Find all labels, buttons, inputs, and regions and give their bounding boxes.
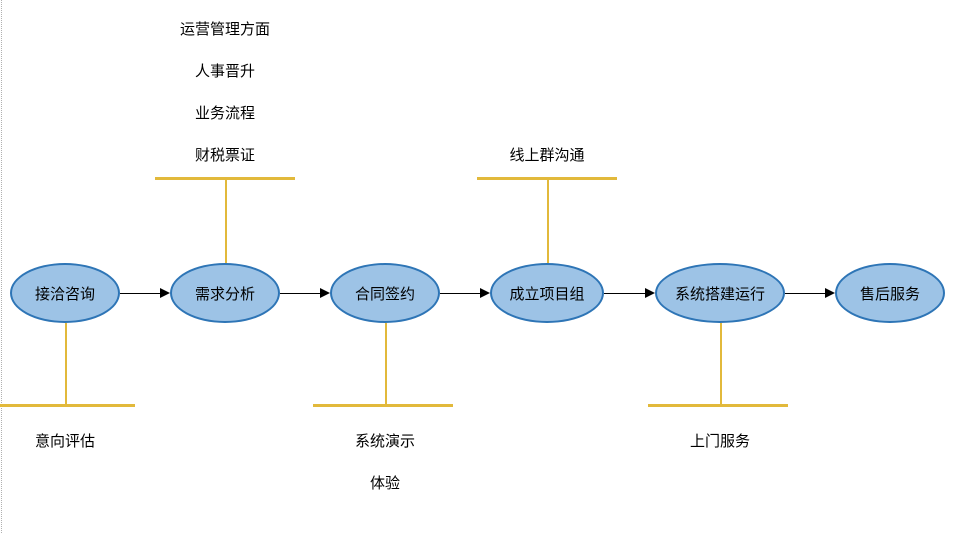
annotation-text: 上门服务 [620, 430, 820, 451]
annotation-connector [720, 323, 722, 404]
flow-node-label: 需求分析 [195, 283, 255, 304]
annotation-connector [385, 323, 387, 404]
flowchart-canvas: 接洽咨询 需求分析 合同签约 成立项目组 系统搭建运行 售后服务 运营管理方面人事晋升业务流… [0, 0, 968, 533]
annotation-connector [547, 177, 549, 263]
annotation-text: 体验 [285, 472, 485, 493]
flow-node-n3: 合同签约 [330, 263, 440, 323]
flow-node-n4: 成立项目组 [490, 263, 604, 323]
annotation-text: 运营管理方面 [125, 18, 325, 39]
flow-node-label: 系统搭建运行 [675, 283, 765, 304]
arrow-head-icon [480, 288, 490, 298]
flow-node-label: 合同签约 [355, 283, 415, 304]
arrow-line [785, 293, 825, 294]
flow-node-label: 接洽咨询 [35, 283, 95, 304]
annotation-connector [65, 323, 67, 404]
annotation-bar [155, 177, 295, 180]
annotation-text: 人事晋升 [125, 60, 325, 81]
arrow-head-icon [825, 288, 835, 298]
arrow-line [604, 293, 645, 294]
annotation-text: 财税票证 [125, 144, 325, 165]
annotation-bar [477, 177, 617, 180]
flow-node-n2: 需求分析 [170, 263, 280, 323]
arrow-head-icon [160, 288, 170, 298]
annotation-text: 业务流程 [125, 102, 325, 123]
annotation-connector [225, 177, 227, 263]
annotation-bar [648, 404, 788, 407]
annotation-text: 意向评估 [0, 430, 165, 451]
annotation-text: 系统演示 [285, 430, 485, 451]
flow-node-n1: 接洽咨询 [10, 263, 120, 323]
annotation-bar [313, 404, 453, 407]
arrow-line [280, 293, 320, 294]
dotted-guide [1, 0, 2, 533]
flow-node-n6: 售后服务 [835, 263, 945, 323]
arrow-line [120, 293, 160, 294]
arrow-head-icon [320, 288, 330, 298]
arrow-line [440, 293, 480, 294]
arrow-head-icon [645, 288, 655, 298]
flow-node-n5: 系统搭建运行 [655, 263, 785, 323]
annotation-text: 线上群沟通 [447, 144, 647, 165]
flow-node-label: 售后服务 [860, 283, 920, 304]
annotation-bar [0, 404, 135, 407]
flow-node-label: 成立项目组 [509, 283, 584, 304]
